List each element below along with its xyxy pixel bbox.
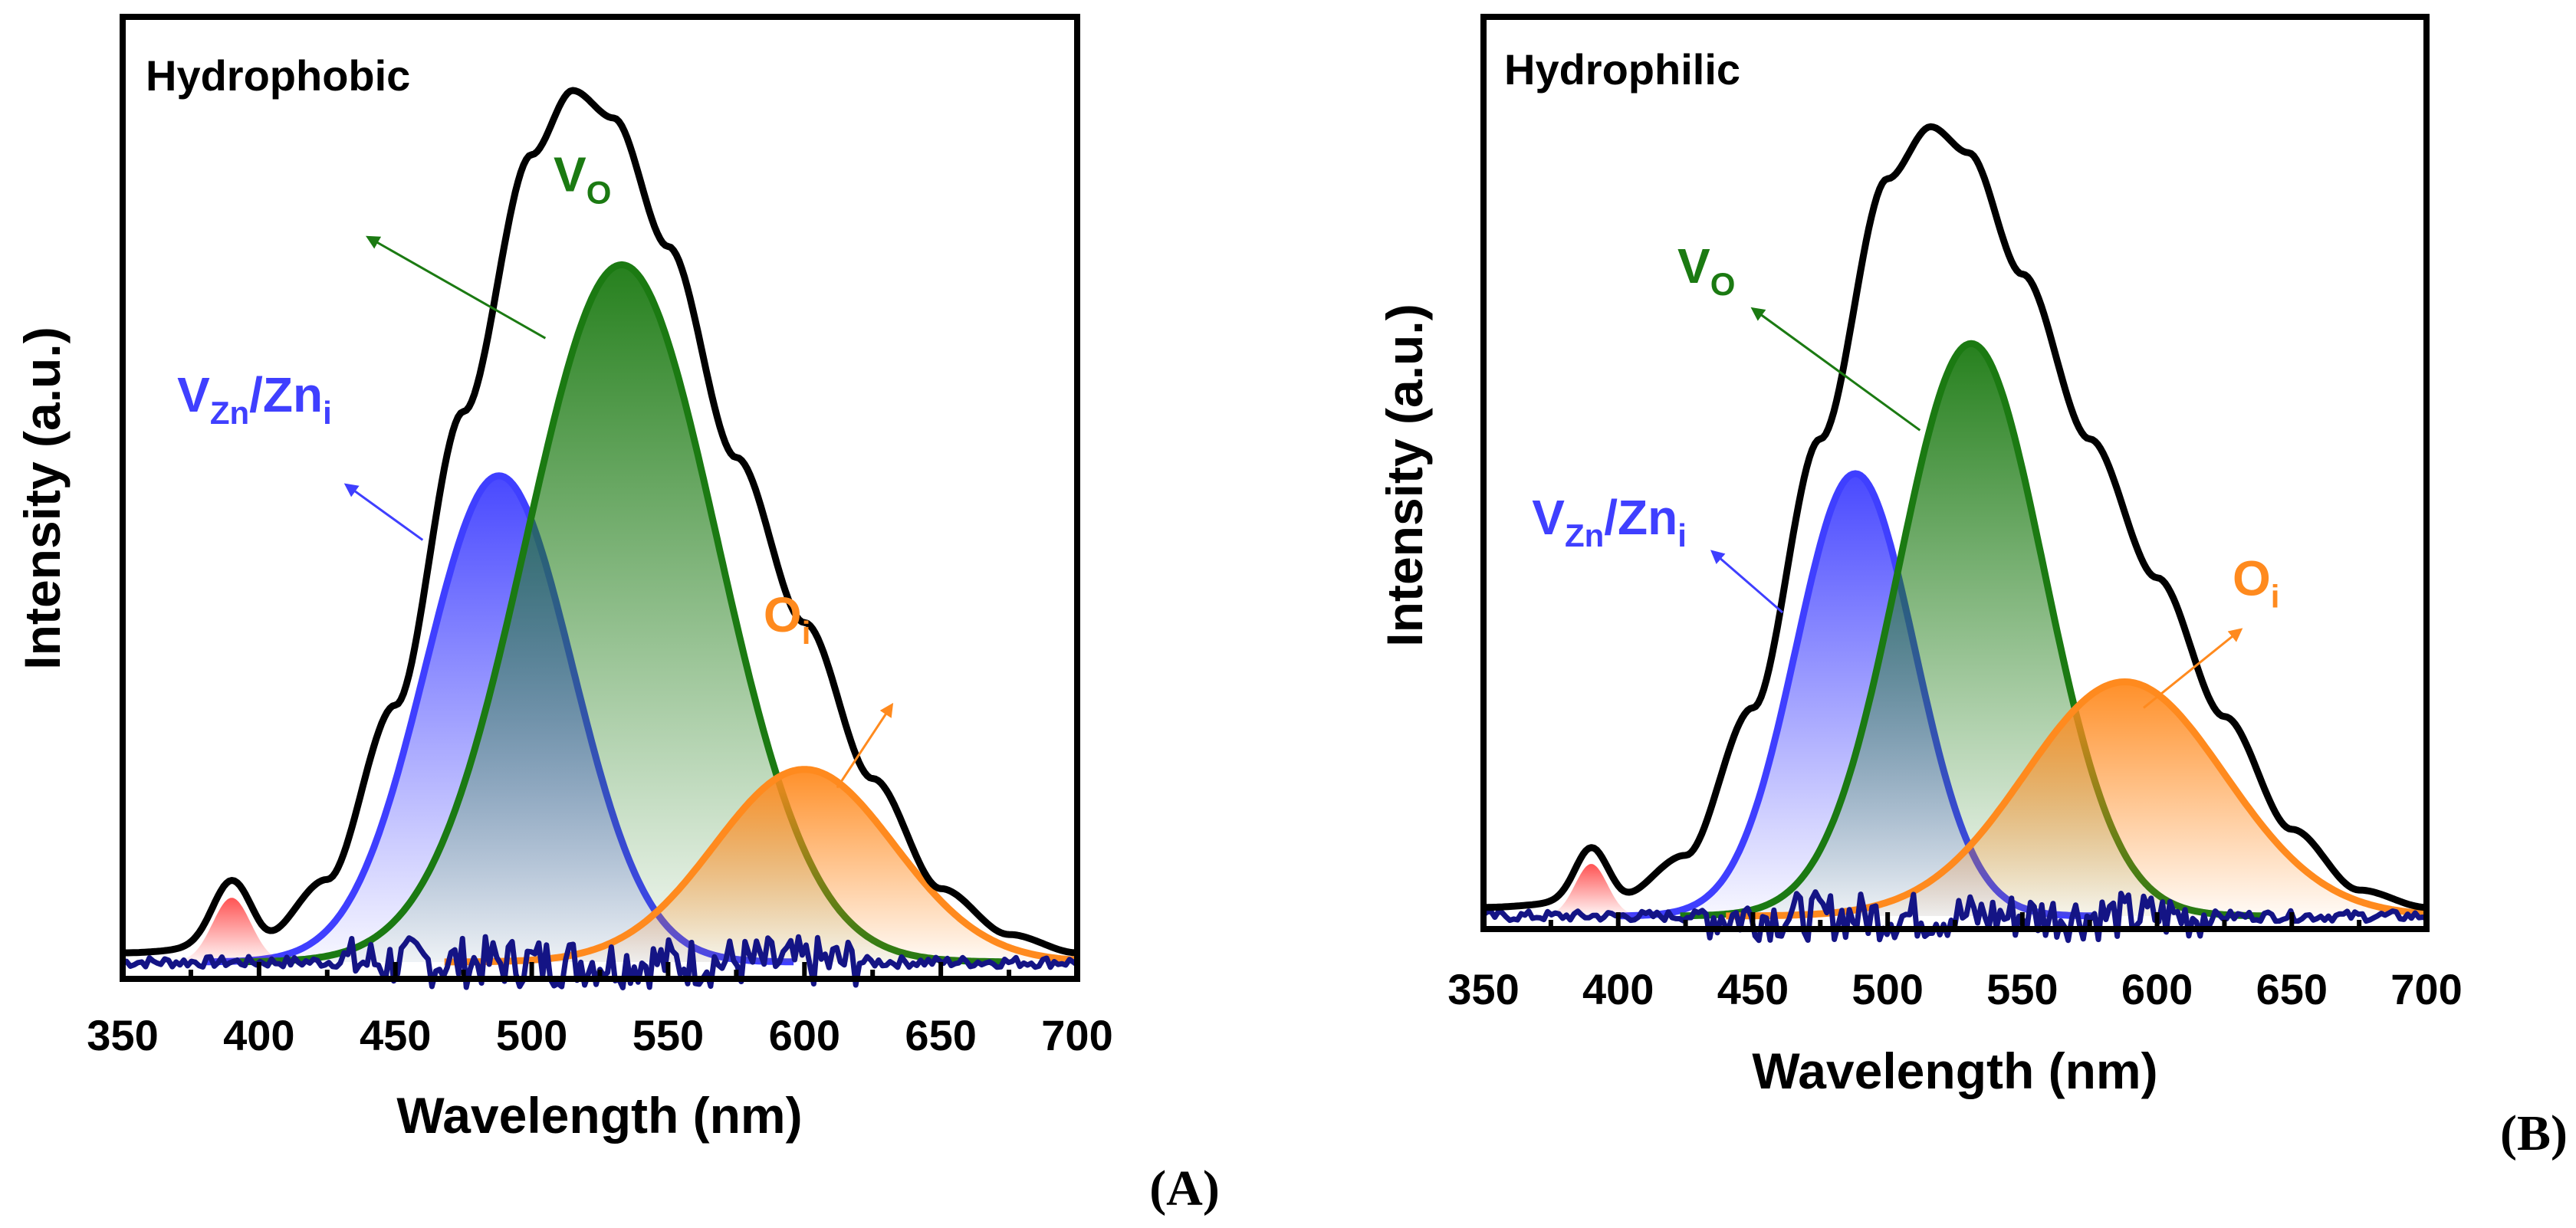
panel-hydrophilic: Hydrophilic 350 400 450 500 550 600 650 700 Wav… <box>1376 14 2568 1161</box>
x-tick-label: 400 <box>1582 965 1654 1013</box>
annotation-label-vo: VO <box>554 147 611 211</box>
baseline-noise-line <box>122 934 1079 990</box>
x-tick-label: 500 <box>1852 965 1923 1013</box>
peak-fill-vo <box>240 264 1004 962</box>
total-pl-line <box>1483 123 2427 911</box>
peak-annotations: VO VZn/Zni Oi <box>177 147 894 789</box>
panel-hydrophobic: Hydrophobic 350 400 450 500 550 600 650 700 Wav… <box>14 14 1220 1217</box>
x-tick-label: 700 <box>2390 965 2462 1013</box>
panel-label: (A) <box>1149 1161 1220 1217</box>
x-axis-title: Wavelength (nm) <box>1752 1042 2157 1099</box>
total-pl-line <box>122 87 1078 957</box>
y-axis-title: Intensity (a.u.) <box>1376 304 1433 646</box>
x-tick-label: 600 <box>769 1011 840 1059</box>
x-tick-label: 600 <box>2121 965 2193 1013</box>
x-tick-label: 450 <box>360 1011 431 1059</box>
plot-area <box>1481 123 2428 944</box>
x-tick-label: 700 <box>1041 1011 1112 1059</box>
peak-annotations: VO VZn/Zni Oi <box>1532 238 2279 709</box>
x-tick-label: 650 <box>905 1011 976 1059</box>
uv-peak-fill <box>1543 864 1640 916</box>
x-tick-label: 550 <box>632 1011 704 1059</box>
annotation-arrow-vo <box>1750 307 1921 432</box>
peak-fill-vo <box>1680 343 2262 916</box>
x-tick-label: 400 <box>223 1011 294 1059</box>
uv-peak-fill <box>174 898 289 962</box>
x-tick-label: 550 <box>1986 965 2058 1013</box>
x-tick-label: 450 <box>1717 965 1789 1013</box>
x-axis-title: Wavelength (nm) <box>396 1087 802 1144</box>
annotation-label-vzn: VZn/Zni <box>1532 490 1687 553</box>
panel-title: Hydrophilic <box>1504 45 1740 94</box>
annotation-label-vzn: VZn/Zni <box>177 367 332 431</box>
annotation-label-oi: Oi <box>764 587 810 651</box>
annotation-arrow-oi <box>2143 628 2243 709</box>
x-axis-ticks: 350 400 450 500 550 600 650 700 <box>87 962 1113 1059</box>
annotation-arrow-vo <box>366 235 547 340</box>
x-tick-label: 650 <box>2256 965 2328 1013</box>
x-tick-label: 350 <box>1447 965 1519 1013</box>
annotation-arrow-oi <box>836 702 894 789</box>
panel-label: (B) <box>2500 1105 2568 1161</box>
annotation-label-oi: Oi <box>2233 550 2279 614</box>
peak-fill-oi <box>1726 681 2426 916</box>
annotation-label-vo: VO <box>1677 238 1735 302</box>
x-tick-label: 500 <box>496 1011 567 1059</box>
plot-area <box>122 87 1079 990</box>
x-axis-ticks: 350 400 450 500 550 600 650 700 <box>1447 912 2463 1013</box>
x-tick-label: 350 <box>87 1011 158 1059</box>
annotation-arrow-vzn <box>1710 550 1784 614</box>
peak-fill-oi <box>444 769 1077 962</box>
annotation-arrow-vzn <box>343 483 424 541</box>
peak-fill-vzn-zni <box>1618 473 2093 916</box>
y-axis-title: Intensity (a.u.) <box>14 327 71 669</box>
panel-title: Hydrophobic <box>146 51 410 100</box>
